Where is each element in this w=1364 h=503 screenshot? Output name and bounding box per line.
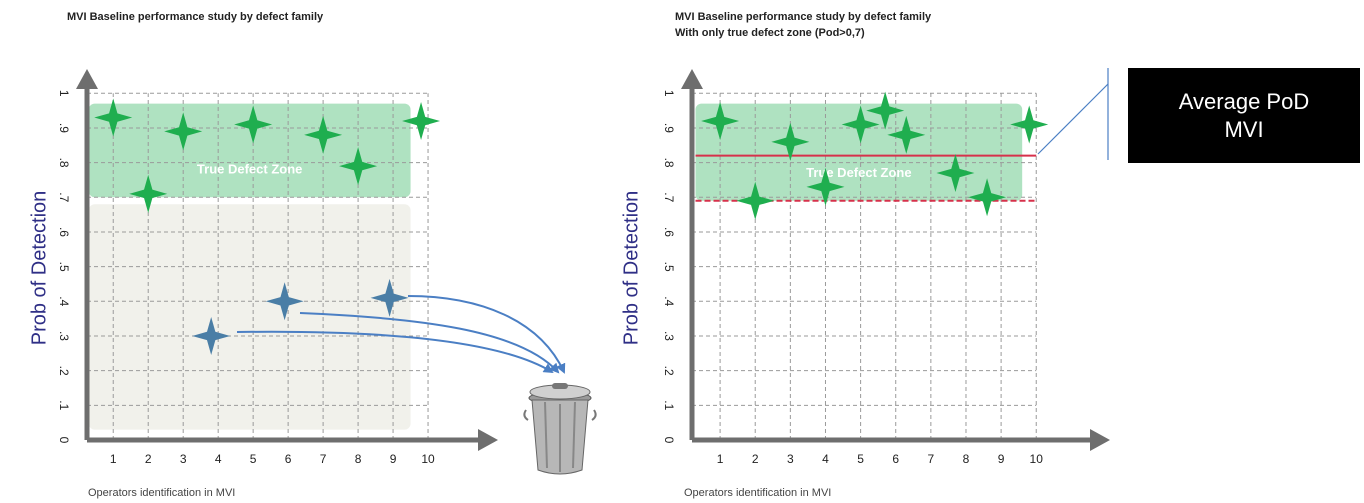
y-tick-label: .6 [662,227,676,237]
x-axis-arrow [478,429,498,451]
y-tick-label: .1 [57,400,71,410]
y-tick-label: .7 [57,192,71,202]
x-tick-label: 6 [892,452,899,466]
y-tick-label: .2 [662,366,676,376]
x-tick-label: 8 [355,452,362,466]
star-point [129,174,168,213]
y-tick-label: .6 [57,227,71,237]
y-tick-label: .2 [57,366,71,376]
star-point [164,112,203,151]
chart-title: MVI Baseline performance study by defect… [675,11,932,23]
callout-connector [1037,68,1109,160]
y-tick-label: 1 [662,90,676,97]
zone-label: True Defect Zone [197,162,302,177]
y-tick-label: 0 [662,437,676,444]
star-point [339,147,378,186]
zone [88,103,411,198]
star-point [304,115,343,154]
x-tick-label: 2 [145,452,152,466]
star-point [736,181,775,220]
x-tick-label: 4 [822,452,829,466]
x-tick-label: 9 [390,452,397,466]
y-tick-label: .1 [662,400,676,410]
y-tick-label: .5 [662,262,676,272]
x-tick-label: 10 [421,452,435,466]
y-tick-label: .8 [662,158,676,168]
y-axis-arrow [681,69,703,89]
x-axis-label: Operators identification in MVI [88,487,235,499]
x-tick-label: 4 [215,452,222,466]
y-axis-label: Prob of Detection [620,191,642,346]
y-axis-arrow [76,69,98,89]
y-tick-label: .5 [57,262,71,272]
y-tick-label: .3 [57,331,71,341]
star-point [968,178,1007,217]
x-tick-label: 7 [320,452,327,466]
y-tick-label: .8 [57,158,71,168]
chart-subtitle: With only true defect zone (Pod>0,7) [675,27,865,39]
star-point [234,105,273,144]
zone [88,204,411,430]
x-tick-label: 1 [717,452,724,466]
chart-title: MVI Baseline performance study by defect… [67,11,324,23]
star-point [192,316,231,355]
y-tick-label: .9 [662,123,676,133]
star-point [370,278,409,317]
x-tick-label: 6 [285,452,292,466]
x-tick-label: 3 [180,452,187,466]
zone-label: True Defect Zone [806,165,911,180]
star-point [806,167,845,206]
trash-can [523,383,597,475]
x-tick-label: 2 [752,452,759,466]
x-axis-label: Operators identification in MVI [684,487,831,499]
x-axis-arrow [1090,429,1110,451]
x-tick-label: 7 [928,452,935,466]
y-tick-label: 0 [57,437,71,444]
y-tick-label: .7 [662,192,676,202]
x-tick-label: 5 [250,452,257,466]
star-point [402,102,441,141]
y-tick-label: .4 [57,296,71,306]
star-point [1010,105,1049,144]
y-axis-label: Prob of Detection [28,191,50,346]
star-point [701,102,740,141]
star-point [887,115,926,154]
x-tick-label: 9 [998,452,1005,466]
x-tick-label: 10 [1030,452,1044,466]
x-tick-label: 8 [963,452,970,466]
x-tick-label: 5 [857,452,864,466]
y-tick-label: 1 [57,90,71,97]
star-point [771,122,810,161]
x-tick-label: 3 [787,452,794,466]
y-tick-label: .4 [662,296,676,306]
star-point [94,98,133,137]
star-point [841,105,880,144]
y-tick-label: .9 [57,123,71,133]
discard-arrows [236,295,566,374]
chart-layer: MVI Baseline performance study by defect… [28,11,1110,499]
star-point [936,154,975,193]
y-tick-label: .3 [662,331,676,341]
callout: Average PoD MVI [1128,68,1360,163]
star-point [265,282,304,321]
star-point [866,91,905,130]
x-tick-label: 1 [110,452,117,466]
